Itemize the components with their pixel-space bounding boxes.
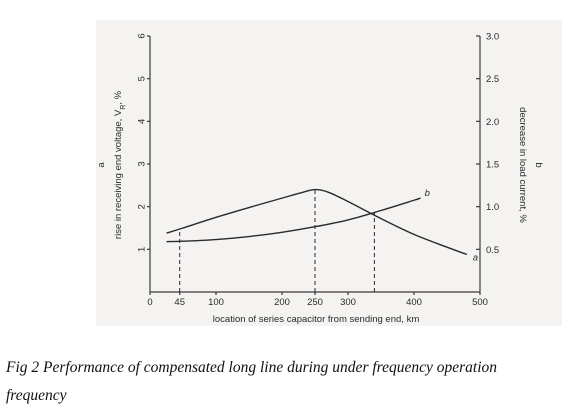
dashed-guides (179, 189, 375, 292)
right-y-tick-label: 2.5 (486, 74, 499, 85)
x-tick-label: 100 (208, 297, 224, 308)
left-y-tick-label: 5 (137, 76, 148, 81)
left-y-tick-label: 4 (137, 119, 148, 124)
scanned-figure-background (96, 20, 562, 326)
right-y-axis-letter: b (533, 162, 544, 167)
chart-curves: ab (166, 188, 478, 263)
x-tick-label: 200 (274, 297, 290, 308)
x-tick-label: 0 (147, 297, 152, 308)
left-y-tick-label: 3 (137, 161, 148, 166)
x-tick-label: 500 (472, 297, 488, 308)
figure-caption: Fig 2 Performance of compensated long li… (6, 354, 572, 410)
series-b-label: b (425, 188, 430, 199)
series-a-label: a (473, 252, 478, 263)
left-y-tick-label: 6 (137, 33, 148, 38)
right-y-tick-label: 1.5 (486, 160, 499, 171)
series-b-line (166, 197, 421, 243)
caption-line-1: Fig 2 Performance of compensated long li… (6, 359, 498, 376)
x-tick-label: 250 (307, 297, 323, 308)
right-y-tick-label: 1.0 (486, 202, 499, 213)
left-y-axis-title: rise in receiving end voltage, VR, % (113, 90, 127, 239)
left-y-axis-letter: a (96, 162, 107, 168)
x-tick-label: 400 (406, 297, 422, 308)
right-y-tick-label: 0.5 (486, 245, 499, 256)
series-a-line (166, 188, 468, 256)
x-axis-title: location of series capacitor from sendin… (213, 314, 420, 325)
caption-line-2: frequency (6, 387, 67, 404)
x-tick-label: 45 (174, 297, 185, 308)
x-tick-label: 300 (340, 297, 356, 308)
right-y-axis-title: decrease in load current, % (517, 107, 528, 223)
right-y-tick-label: 2.0 (486, 117, 499, 128)
chart-ticks: 0 45 100 200 250 300 400 5001234560.51.01.52.02… (137, 32, 500, 309)
right-y-tick-label: 3.0 (486, 32, 499, 43)
performance-chart: 0 45 100 200 250 300 400 5001234560.51.01.52.02… (96, 32, 544, 326)
left-y-tick-label: 2 (137, 204, 148, 209)
left-y-tick-label: 1 (137, 247, 148, 252)
